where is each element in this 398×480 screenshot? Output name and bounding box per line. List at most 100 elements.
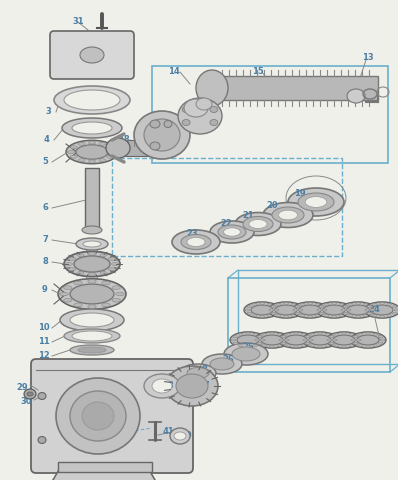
Ellipse shape	[371, 305, 393, 315]
Ellipse shape	[247, 312, 252, 314]
Ellipse shape	[325, 345, 330, 347]
Text: 12: 12	[38, 351, 50, 360]
Ellipse shape	[305, 336, 310, 338]
Ellipse shape	[254, 332, 290, 348]
Ellipse shape	[322, 309, 327, 311]
Ellipse shape	[269, 346, 275, 348]
Ellipse shape	[329, 342, 334, 344]
Ellipse shape	[354, 342, 359, 344]
Ellipse shape	[339, 314, 344, 317]
Text: 13: 13	[362, 53, 374, 62]
Ellipse shape	[283, 302, 289, 304]
Ellipse shape	[368, 312, 373, 314]
Ellipse shape	[267, 314, 272, 317]
Ellipse shape	[300, 303, 305, 305]
Ellipse shape	[257, 336, 262, 338]
Ellipse shape	[88, 305, 96, 309]
Ellipse shape	[24, 389, 36, 399]
Ellipse shape	[78, 347, 106, 353]
Ellipse shape	[319, 306, 324, 308]
Ellipse shape	[243, 216, 273, 231]
Text: 26: 26	[222, 356, 234, 364]
Ellipse shape	[267, 303, 272, 305]
Ellipse shape	[88, 252, 96, 255]
Ellipse shape	[244, 302, 280, 318]
Ellipse shape	[278, 210, 298, 220]
Ellipse shape	[187, 368, 209, 379]
Ellipse shape	[262, 345, 267, 347]
Text: 27: 27	[198, 381, 210, 389]
Ellipse shape	[187, 238, 205, 247]
Text: 6: 6	[42, 204, 48, 213]
Ellipse shape	[308, 339, 313, 341]
Ellipse shape	[329, 336, 334, 338]
Ellipse shape	[295, 306, 300, 308]
Ellipse shape	[76, 238, 108, 250]
Ellipse shape	[68, 257, 76, 260]
Text: 8: 8	[201, 365, 207, 374]
Ellipse shape	[252, 314, 257, 317]
Ellipse shape	[178, 98, 222, 134]
Text: 16: 16	[199, 104, 211, 112]
Ellipse shape	[318, 333, 322, 335]
Ellipse shape	[78, 142, 85, 145]
Ellipse shape	[181, 235, 211, 250]
Ellipse shape	[56, 378, 140, 454]
Ellipse shape	[224, 343, 268, 365]
Text: 31: 31	[72, 17, 84, 26]
Ellipse shape	[387, 314, 392, 317]
Ellipse shape	[320, 306, 325, 308]
Ellipse shape	[350, 332, 386, 348]
Ellipse shape	[392, 312, 397, 314]
Ellipse shape	[271, 312, 276, 314]
Ellipse shape	[62, 118, 122, 138]
Ellipse shape	[285, 335, 307, 345]
Ellipse shape	[306, 336, 311, 338]
Ellipse shape	[76, 145, 108, 159]
Ellipse shape	[272, 207, 304, 223]
Ellipse shape	[58, 279, 126, 309]
Ellipse shape	[150, 120, 160, 128]
Ellipse shape	[100, 253, 107, 256]
Ellipse shape	[60, 292, 68, 296]
Ellipse shape	[323, 305, 345, 315]
Text: 41: 41	[162, 428, 174, 436]
Ellipse shape	[293, 309, 298, 311]
Text: 15: 15	[252, 68, 264, 76]
Ellipse shape	[196, 70, 228, 106]
Ellipse shape	[327, 339, 332, 341]
Text: 5: 5	[42, 157, 48, 167]
Ellipse shape	[210, 358, 234, 370]
Ellipse shape	[301, 345, 306, 347]
Ellipse shape	[68, 268, 76, 271]
Ellipse shape	[298, 193, 334, 211]
Ellipse shape	[172, 230, 220, 254]
Ellipse shape	[108, 257, 115, 260]
Ellipse shape	[380, 315, 384, 318]
Ellipse shape	[107, 155, 114, 158]
Ellipse shape	[99, 142, 106, 145]
Ellipse shape	[70, 146, 77, 149]
Ellipse shape	[170, 428, 190, 444]
Ellipse shape	[72, 122, 112, 134]
Ellipse shape	[368, 306, 373, 308]
Ellipse shape	[279, 339, 284, 341]
Ellipse shape	[394, 309, 398, 311]
Ellipse shape	[363, 303, 368, 305]
Ellipse shape	[392, 306, 397, 308]
Ellipse shape	[348, 314, 353, 317]
Ellipse shape	[258, 342, 263, 344]
Ellipse shape	[38, 436, 46, 444]
Ellipse shape	[174, 432, 186, 440]
Ellipse shape	[70, 391, 126, 441]
Ellipse shape	[64, 299, 72, 302]
Ellipse shape	[107, 146, 114, 149]
Text: 30: 30	[20, 397, 32, 407]
Ellipse shape	[255, 339, 260, 341]
Ellipse shape	[295, 312, 300, 314]
Bar	[85, 168, 99, 230]
Ellipse shape	[102, 303, 110, 307]
Ellipse shape	[150, 142, 160, 150]
Ellipse shape	[202, 354, 242, 374]
Ellipse shape	[347, 89, 365, 103]
